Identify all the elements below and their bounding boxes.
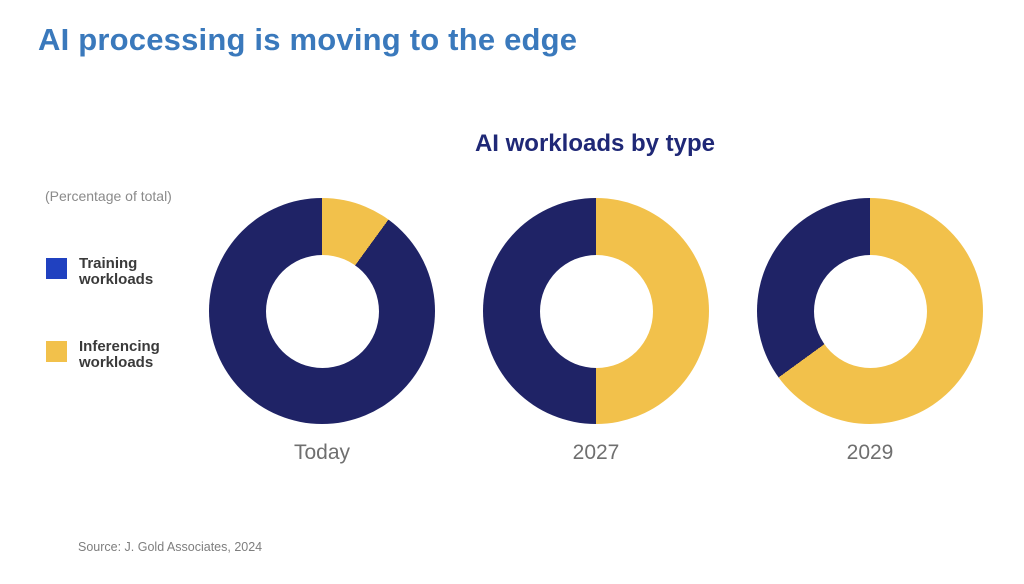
legend-item-training: Training workloads — [46, 255, 196, 289]
donut-ring — [209, 198, 435, 424]
units-note: (Percentage of total) — [45, 188, 172, 204]
inferencing-swatch-icon — [46, 341, 67, 362]
training-swatch-icon — [46, 258, 67, 279]
source-note: Source: J. Gold Associates, 2024 — [78, 540, 263, 554]
donut-label: Today — [293, 441, 351, 464]
donut-ring — [757, 198, 983, 424]
page-title: AI processing is moving to the edge — [38, 22, 578, 57]
donut-label: 2029 — [846, 441, 894, 464]
donut-hole — [539, 254, 653, 368]
donut-chart-2027: 2027 — [483, 198, 709, 465]
donut-hole — [813, 254, 927, 368]
legend-label-training: Training workloads — [79, 255, 154, 289]
donut-label: 2027 — [572, 441, 620, 464]
donut-chart-2029: 2029 — [757, 198, 983, 465]
donut-hole — [265, 254, 379, 368]
donut-ring — [483, 198, 709, 424]
chart-title: AI workloads by type — [474, 130, 716, 157]
donut-charts: Today 2027 2029 — [209, 198, 983, 465]
donut-chart-today: Today — [209, 198, 435, 465]
legend-item-inferencing: Inferencing workloads — [46, 338, 196, 372]
legend-label-inferencing: Inferencing workloads — [79, 338, 160, 372]
